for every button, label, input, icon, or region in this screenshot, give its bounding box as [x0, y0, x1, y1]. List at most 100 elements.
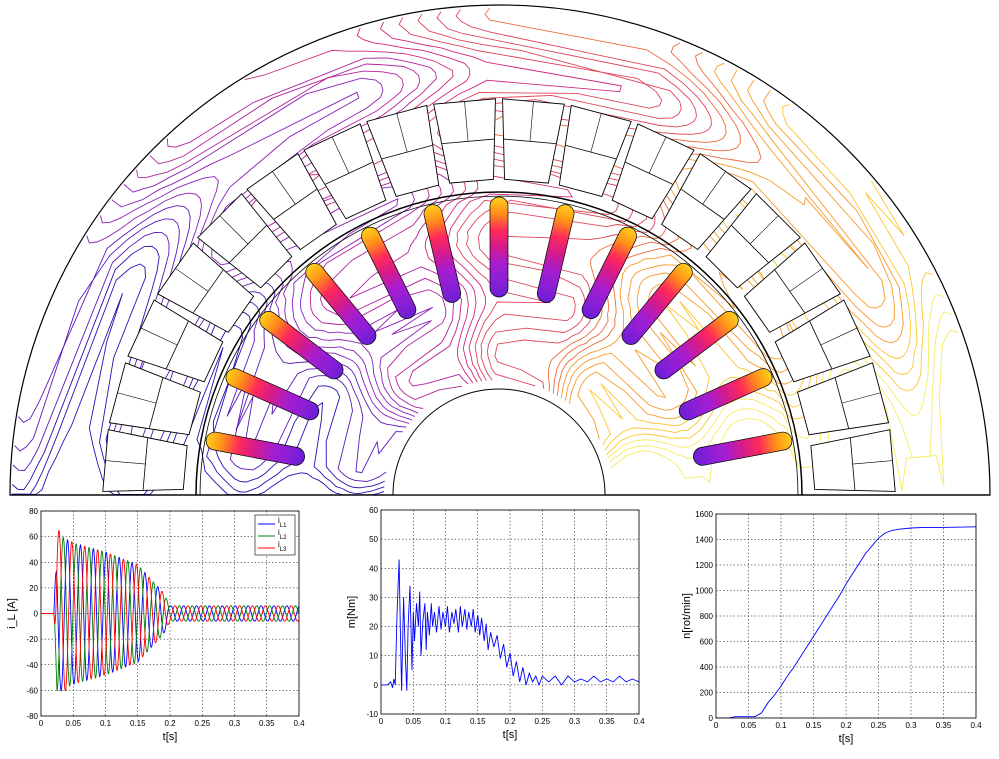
field-line: [577, 90, 904, 440]
field-line: [564, 69, 886, 401]
stator-slot: [197, 193, 293, 289]
rotor-bar: [536, 204, 575, 303]
rotor-bar: [581, 226, 637, 319]
field-line: [606, 272, 934, 455]
field-line: [123, 77, 434, 414]
x-tick-label: 0.25: [534, 717, 550, 726]
y-tick-label: 0: [34, 610, 39, 619]
field-line: [379, 21, 622, 382]
y-tick-label: 600: [700, 638, 714, 647]
rotor-bar: [205, 431, 305, 466]
field-line: [484, 7, 727, 392]
y-tick-label: 30: [369, 593, 378, 602]
x-tick-label: 0.35: [936, 721, 952, 730]
y-tick-label: 1600: [695, 510, 713, 519]
field-line: [569, 79, 895, 411]
stator-slot: [366, 104, 440, 197]
stator-slot: [611, 123, 695, 220]
stator-slot: [558, 104, 632, 197]
y-tick-label: 400: [700, 663, 714, 672]
y-tick-label: 1200: [695, 561, 713, 570]
field-line: [99, 176, 413, 421]
y-tick-label: -80: [26, 712, 38, 721]
y-tick-label: -20: [26, 635, 38, 644]
x-tick-label: 0.25: [194, 719, 210, 728]
x-tick-label: 0.2: [164, 719, 176, 728]
field-line: [417, 13, 682, 381]
stator-slot: [433, 98, 496, 184]
legend-label: iL2: [278, 528, 287, 541]
stator-slot: [705, 193, 801, 289]
stator-outer-boundary: [9, 4, 991, 496]
air-gap: [195, 191, 803, 496]
y-tick-label: 1400: [695, 536, 713, 545]
y-tick-label: 20: [369, 623, 378, 632]
x-tick-label: 0.3: [569, 717, 581, 726]
rotor-bar: [361, 226, 417, 319]
x-tick-label: 0.05: [65, 719, 81, 728]
plot-frame: [715, 513, 977, 719]
field-line: [149, 63, 462, 400]
field-line: [610, 329, 959, 492]
y-tick-label: 60: [369, 506, 378, 515]
field-line: [356, 28, 479, 383]
field-line: [244, 49, 474, 384]
x-tick-label: 0.3: [905, 721, 917, 730]
field-line: [86, 192, 410, 424]
y-tick-label: 40: [29, 558, 38, 567]
magnetic-field-lines: [11, 7, 959, 495]
x-tick-label: 0: [39, 719, 44, 728]
y-tick-label: -60: [26, 686, 38, 695]
plot-frame: [40, 510, 300, 717]
field-line: [455, 9, 712, 390]
y-tick-label: -40: [26, 661, 38, 670]
y-tick-label: 0: [374, 681, 379, 690]
y-tick-label: -10: [366, 710, 378, 719]
stator-slot: [246, 152, 337, 251]
stator-slot: [156, 242, 255, 333]
motor-field-plot: [9, 4, 991, 496]
x-tick-label: 0.4: [633, 717, 645, 726]
x-tick-label: 0.05: [741, 721, 757, 730]
rotor-bars: [205, 196, 793, 466]
y-axis-label: n[rot/min]: [681, 593, 693, 639]
field-line: [111, 91, 416, 417]
field-line: [12, 231, 387, 482]
field-line: [136, 70, 447, 409]
y-tick-label: 200: [700, 689, 714, 698]
rotor-outer-boundary: [199, 195, 799, 496]
y-axis-label: m[Nm]: [346, 596, 358, 628]
rotor-bar: [654, 311, 739, 380]
x-tick-label: 0.05: [405, 717, 421, 726]
current-chart: 0 0.05 0.1 0.15 0.2 0.25 0.3 0.35 0.4 80 60 40 20 0 -2…: [6, 507, 305, 743]
x-tick-label: 0: [714, 721, 719, 730]
speed-chart: 0 0.05 0.1 0.15 0.2 0.25 0.3 0.35 0.4 1600 1400 120…: [681, 510, 982, 745]
stator-slot: [797, 362, 890, 436]
x-tick-label: 0.15: [130, 719, 146, 728]
y-tick-label: 800: [700, 612, 714, 621]
x-tick-label: 0: [379, 717, 384, 726]
stator-slot: [108, 362, 201, 436]
legend-label: iL3: [278, 540, 287, 553]
y-tick-label: 80: [29, 507, 38, 516]
x-tick-label: 0.1: [100, 719, 112, 728]
x-tick-label: 0.4: [293, 719, 305, 728]
y-tick-label: 0: [709, 714, 714, 723]
rotor-bar: [489, 196, 509, 298]
series-line-2: [41, 536, 299, 692]
rotor-bar: [693, 431, 793, 466]
field-line: [166, 57, 469, 387]
y-axis-label: i_L [A]: [6, 598, 18, 629]
field-line: [17, 205, 407, 441]
legend-label: iL1: [278, 516, 287, 529]
series-line-1: [41, 538, 299, 692]
field-line: [398, 17, 663, 381]
shaft: [392, 388, 606, 496]
series-line-1: [716, 526, 976, 718]
stator-slots: [102, 98, 896, 492]
field-line: [436, 11, 697, 387]
rotor-bar: [305, 263, 377, 345]
x-axis-label: t[s]: [163, 731, 178, 743]
x-tick-label: 0.15: [806, 721, 822, 730]
